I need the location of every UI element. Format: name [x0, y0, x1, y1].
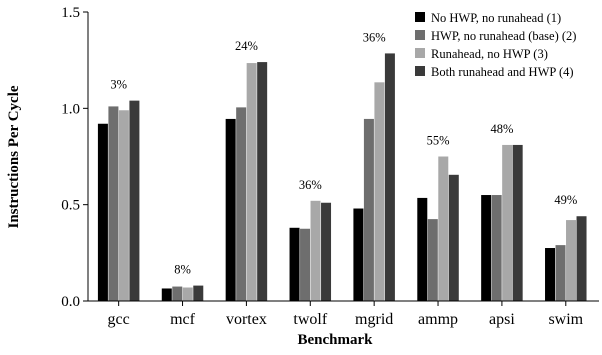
bar-gcc-series-2	[108, 106, 119, 301]
improvement-label-mcf: 8%	[174, 263, 191, 277]
legend: No HWP, no runahead (1) HWP, no runahead …	[415, 11, 576, 79]
bar-mgrid-series-1	[353, 208, 364, 301]
x-axis-title: Benchmark	[298, 332, 374, 348]
bar-ammp-series-1	[417, 197, 428, 301]
bar-twolf-series-1	[289, 227, 300, 301]
legend-swatch-1	[415, 12, 425, 22]
y-tick-label: 1.5	[61, 5, 80, 21]
x-tick-label-mgrid: mgrid	[355, 311, 393, 328]
x-tick-label-ammp: ammp	[418, 311, 458, 328]
bar-vortex-series-3	[246, 63, 257, 302]
bar-apsi-series-1	[481, 195, 492, 301]
legend-label-3: Runahead, no HWP (3)	[431, 47, 548, 61]
bar-vortex-series-2	[236, 107, 247, 302]
bar-twolf-series-2	[300, 228, 311, 301]
x-labels-layer: gcc mcf vortex twolf mgrid ammp apsi swim	[108, 301, 584, 328]
bar-apsi-series-2	[491, 195, 502, 301]
bar-mgrid-series-3	[374, 82, 385, 301]
legend-swatch-4	[415, 66, 425, 76]
improvement-label-mgrid: 36%	[363, 30, 386, 44]
x-tick-label-swim: swim	[548, 311, 583, 328]
bar-ammp-series-3	[438, 156, 449, 301]
improvement-label-gcc: 3%	[110, 78, 127, 92]
legend-label-1: No HWP, no runahead (1)	[431, 11, 561, 25]
bar-vortex-series-1	[225, 118, 236, 302]
axes-layer	[87, 12, 599, 302]
y-tick-label: 0.0	[61, 294, 80, 310]
bar-gcc-series-3	[118, 110, 129, 301]
legend-label-2: HWP, no runahead (base) (2)	[431, 29, 576, 43]
bar-ammp-series-4	[448, 174, 459, 301]
legend-swatch-3	[415, 48, 425, 58]
bar-mcf-series-3	[182, 287, 193, 301]
bar-mcf-series-4	[193, 285, 204, 301]
bar-apsi-series-3	[502, 144, 513, 301]
bar-twolf-series-4	[321, 202, 332, 301]
bar-swim-series-2	[555, 245, 566, 301]
bar-mcf-series-1	[161, 288, 172, 301]
bar-apsi-series-4	[512, 144, 523, 301]
improvement-label-vortex: 24%	[235, 39, 258, 53]
bar-swim-series-1	[545, 248, 556, 301]
bar-gcc-series-4	[129, 100, 140, 301]
annotations-layer: 3% 8% 24% 36% 36% 55% 48% 49%	[110, 30, 577, 276]
y-tick-label: 0.5	[61, 198, 80, 214]
improvement-label-twolf: 36%	[299, 178, 322, 192]
y-tick-label: 1.0	[61, 101, 80, 117]
bar-gcc-series-1	[97, 123, 108, 301]
improvement-label-swim: 49%	[554, 193, 577, 207]
x-tick-label-gcc: gcc	[108, 311, 130, 328]
legend-swatch-2	[415, 30, 425, 40]
bar-mgrid-series-2	[363, 118, 374, 302]
bar-twolf-series-3	[310, 200, 321, 301]
bar-swim-series-3	[566, 220, 577, 301]
legend-label-4: Both runahead and HWP (4)	[431, 65, 574, 79]
y-axis-title: Instructions Per Cycle	[6, 85, 22, 228]
bar-mcf-series-2	[172, 286, 183, 301]
bar-vortex-series-4	[257, 62, 268, 302]
bar-mgrid-series-4	[384, 53, 395, 301]
y-ticks-layer: 0.0 0.5 1.0 1.5	[61, 5, 88, 310]
x-tick-label-twolf: twolf	[293, 311, 327, 328]
bar-ammp-series-2	[427, 219, 438, 301]
x-tick-label-mcf: mcf	[170, 311, 196, 328]
bars-layer	[97, 53, 587, 302]
bar-swim-series-4	[576, 216, 587, 301]
x-tick-label-apsi: apsi	[489, 311, 515, 328]
improvement-label-ammp: 55%	[427, 134, 450, 148]
improvement-label-apsi: 48%	[490, 122, 513, 136]
x-tick-label-vortex: vortex	[226, 311, 267, 328]
